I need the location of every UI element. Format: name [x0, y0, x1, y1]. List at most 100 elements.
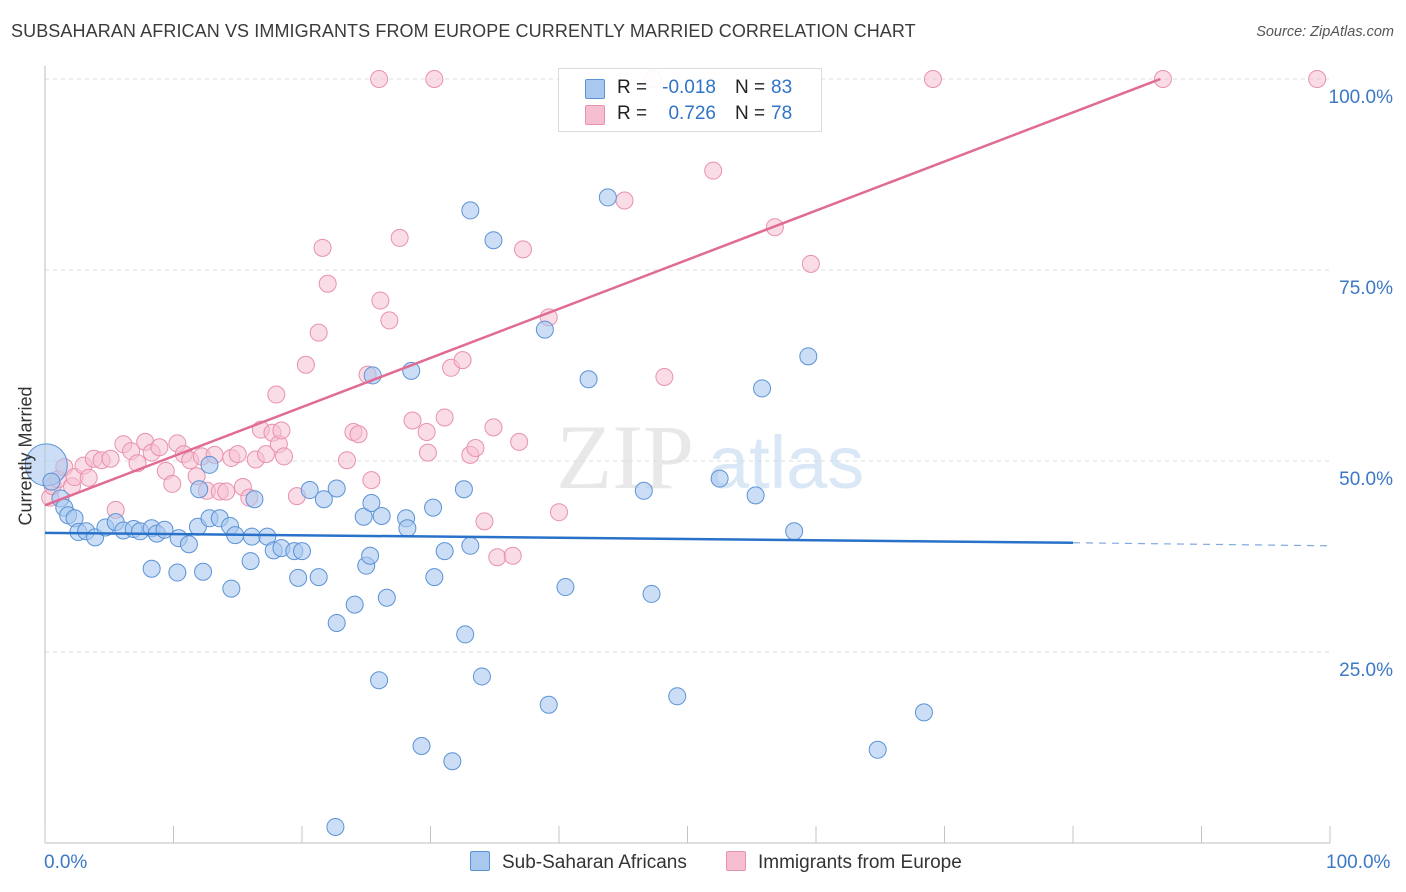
blue-point — [300, 481, 319, 500]
pink-point — [403, 411, 422, 430]
blue-point — [454, 480, 473, 499]
pink-point — [655, 367, 674, 386]
blue-point — [200, 455, 219, 474]
x-axis-max-label: 100.0% — [1326, 852, 1391, 873]
pink-point — [349, 425, 368, 444]
pink-point — [1153, 70, 1172, 88]
blue-point — [535, 320, 554, 339]
pink-point — [313, 238, 332, 257]
blue-point — [799, 347, 818, 366]
stats-row-pink: R = 0.726 N = 78 — [559, 102, 821, 128]
pink-point — [923, 70, 942, 88]
blue-point — [668, 687, 687, 706]
legend-item-blue[interactable]: Sub-Saharan Africans — [470, 851, 687, 874]
legend-item-pink[interactable]: Immigrants from Europe — [726, 851, 962, 874]
source-label: Source: ZipAtlas.com — [1256, 24, 1394, 40]
pink-swatch — [585, 105, 605, 125]
pink-point — [435, 408, 454, 427]
pink-point — [275, 447, 294, 466]
pink-point — [417, 422, 436, 441]
x-axis-min-label: 0.0% — [44, 852, 88, 873]
pink-point — [309, 323, 328, 342]
pink-point — [272, 421, 291, 440]
blue-point — [579, 370, 598, 389]
legend-blue-swatch — [470, 851, 490, 871]
pink-trend-line — [44, 77, 1161, 507]
chart-title: SUBSAHARAN AFRICAN VS IMMIGRANTS FROM EU… — [11, 21, 916, 41]
blue-point — [456, 625, 475, 644]
pink-point — [615, 191, 634, 210]
legend-pink-swatch — [726, 851, 746, 871]
blue-point — [289, 568, 308, 587]
blue-point — [142, 559, 161, 578]
blue-point — [362, 494, 381, 513]
blue-swatch — [585, 79, 605, 99]
blue-point — [222, 579, 241, 598]
pink-point — [267, 385, 286, 404]
legend-blue-label: Sub-Saharan Africans — [502, 852, 687, 873]
pink-point — [514, 240, 533, 259]
pink-point — [362, 471, 381, 490]
blue-point — [168, 563, 187, 582]
blue-point — [424, 498, 443, 517]
blue-point — [42, 472, 61, 491]
blue-point — [361, 546, 380, 565]
blue-point — [398, 519, 417, 538]
pink-point — [488, 548, 507, 567]
pink-point — [371, 291, 390, 310]
pink-point — [550, 503, 568, 522]
y-tick-label: 50.0% — [1339, 469, 1393, 490]
blue-point — [412, 736, 431, 755]
blue-point — [634, 481, 653, 500]
blue-point — [245, 490, 264, 509]
blue-series-points — [24, 188, 933, 836]
blue-point — [484, 231, 503, 250]
blue-point — [598, 188, 617, 207]
y-tick-labels: 25.0% 50.0% 75.0% 100.0% — [1329, 87, 1394, 681]
pink-n-label: N = — [735, 103, 766, 124]
pink-point — [801, 254, 820, 273]
blue-n-label: N = — [735, 77, 766, 98]
blue-point — [194, 562, 213, 581]
blue-point — [785, 522, 804, 541]
blue-point — [354, 507, 373, 526]
pink-point — [466, 439, 485, 458]
watermark-zip: ZIP — [556, 406, 694, 508]
blue-point — [425, 568, 444, 587]
pink-point — [337, 451, 356, 470]
blue-r-value: -0.018 — [662, 77, 716, 98]
blue-point — [293, 542, 311, 561]
pink-point — [318, 274, 337, 293]
pink-point — [380, 311, 399, 330]
blue-point — [539, 695, 558, 714]
blue-point — [327, 613, 346, 632]
blue-point — [443, 752, 462, 771]
blue-point — [242, 527, 261, 546]
y-axis-label: Currently Married — [15, 386, 36, 526]
stats-row-blue: R = -0.018 N = 83 — [559, 76, 821, 102]
blue-point — [345, 595, 364, 614]
blue-point — [710, 469, 729, 488]
blue-point — [472, 667, 491, 686]
pink-point — [510, 432, 529, 451]
pink-point — [370, 70, 389, 88]
pink-point — [101, 449, 120, 468]
pink-point — [150, 438, 169, 457]
blue-n-value: 83 — [771, 77, 793, 98]
legend: Sub-Saharan Africans Immigrants from Eur… — [0, 851, 1406, 877]
pink-point — [217, 482, 236, 501]
blue-point — [461, 201, 480, 220]
watermark: ZIP atlas — [556, 406, 864, 508]
stats-box: R = -0.018 N = 83 R = 0.726 N = 78 — [558, 68, 822, 132]
blue-point — [326, 817, 345, 836]
pink-point — [503, 546, 522, 565]
pink-point — [79, 468, 98, 487]
pink-point — [453, 351, 472, 370]
y-tick-label: 100.0% — [1329, 87, 1394, 108]
blue-r-label: R = — [617, 77, 648, 98]
pink-r-value: 0.726 — [668, 103, 716, 124]
blue-point — [241, 552, 260, 571]
blue-point — [914, 703, 933, 722]
blue-point — [327, 479, 346, 498]
